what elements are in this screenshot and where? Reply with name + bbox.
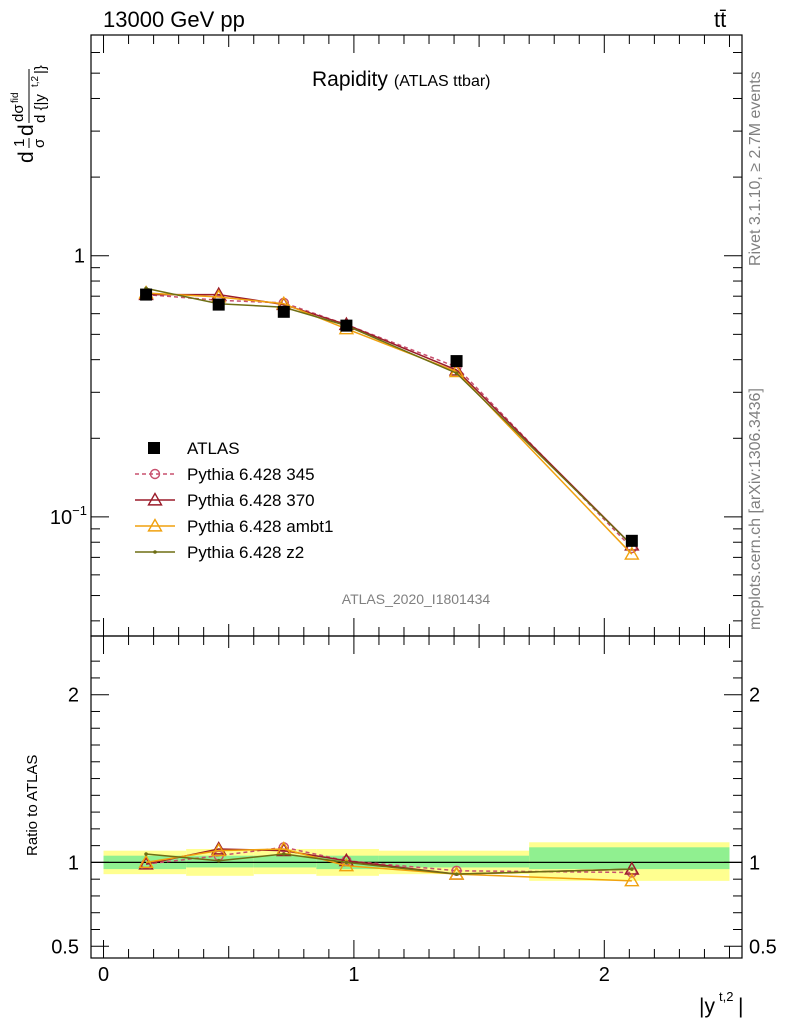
legend-label: Pythia 6.428 370 <box>187 491 315 510</box>
ratio-ytick-label-left: 2 <box>68 685 79 707</box>
xtick-label: 2 <box>599 964 610 986</box>
rivet-label: Rivet 3.1.10, ≥ 2.7M events <box>747 71 764 266</box>
ratio-series-point <box>210 842 227 857</box>
data-point <box>140 288 153 301</box>
svg-text:σ: σ <box>31 138 48 148</box>
mcplots-label: mcplots.cern.ch [arXiv:1306.3436] <box>747 388 764 630</box>
svg-text:|}: |} <box>32 65 49 74</box>
main-ytick-label: 1 <box>74 246 85 268</box>
legend-label: Pythia 6.428 z2 <box>187 543 304 562</box>
chart-title-main: Rapidity <box>312 68 388 91</box>
data-point <box>340 319 353 332</box>
ratio-series-point <box>624 872 640 887</box>
legend-marker <box>147 492 163 506</box>
plot-marks: 10−1 1 0 1 2 0.5 0.5 1 1 2 2 <box>50 34 777 986</box>
legend-marker <box>147 518 163 532</box>
svg-text:t,2: t,2 <box>30 75 41 87</box>
main-series-line <box>146 292 633 555</box>
data-point <box>450 355 463 368</box>
ratio-ytick-label-right: 1 <box>749 852 760 874</box>
main-series-point <box>448 363 465 378</box>
legend-label: ATLAS <box>187 439 240 458</box>
ratio-series-point <box>210 841 227 855</box>
ratio-series-point <box>216 858 221 863</box>
chart-title: Rapidity (ATLAS ttbar) <box>312 68 491 91</box>
ratio-series-point <box>281 852 286 856</box>
main-series-line <box>146 293 633 549</box>
ratio-ytick-label-left: 1 <box>68 852 79 874</box>
svg-text:d {|y: d {|y <box>32 94 49 123</box>
legend-marker <box>149 468 161 480</box>
legend-marker <box>148 442 160 454</box>
legend: ATLAS Pythia 6.428 345 Pythia 6.428 370 Pyt… <box>135 439 333 562</box>
main-series-line <box>146 293 633 546</box>
legend-label: Pythia 6.428 ambt1 <box>187 517 333 536</box>
process-label: tt̄ <box>714 7 726 32</box>
ratio-series-point <box>144 852 148 856</box>
ratio-frame <box>90 635 743 959</box>
analysis-watermark: ATLAS_2020_I1801434 <box>342 591 491 607</box>
ratio-series-line <box>145 846 632 874</box>
chart-subtitle: (ATLAS ttbar) <box>394 73 491 90</box>
xtick-label: 0 <box>98 964 109 986</box>
ratio-band-inner <box>253 855 317 868</box>
ratio-series-point <box>338 857 355 872</box>
ratio-series-point <box>344 860 349 865</box>
svg-text:d: d <box>15 151 38 163</box>
main-series-point <box>454 371 459 376</box>
main-ylabel: d 1 σ d dσ fid d {|y t,2 |} <box>10 65 49 163</box>
ratio-band-inner <box>529 847 730 870</box>
ratio-series-line <box>145 848 632 882</box>
xtick-label: 1 <box>348 964 359 986</box>
svg-text:dσ: dσ <box>10 104 27 122</box>
ratio-ylabel: Ratio to ATLAS <box>24 755 41 856</box>
svg-text:d: d <box>15 124 38 136</box>
svg-text:1: 1 <box>11 139 28 147</box>
ratio-series-point <box>630 867 634 871</box>
ratio-band-inner <box>378 855 530 868</box>
data-point <box>277 305 290 318</box>
main-ytick-label: 10−1 <box>50 503 87 529</box>
energy-label: 13000 GeV pp <box>103 7 245 32</box>
data-point <box>212 298 225 311</box>
ratio-series-point <box>138 856 154 870</box>
main-series-point <box>624 546 640 560</box>
xlabel: |y t,2 | <box>699 989 743 1018</box>
ratio-series-point <box>138 854 154 868</box>
data-point <box>625 534 638 547</box>
svg-text:|: | <box>738 995 743 1018</box>
ratio-ytick-label-right: 2 <box>749 685 760 707</box>
ratio-series-line <box>146 853 632 875</box>
ratio-ytick-label-left: 0.5 <box>51 936 79 958</box>
svg-text:t,2: t,2 <box>719 989 733 1004</box>
svg-text:fid: fid <box>10 92 21 103</box>
legend-label: Pythia 6.428 345 <box>187 465 315 484</box>
ratio-ytick-label-right: 0.5 <box>749 936 777 958</box>
legend-marker <box>153 550 157 554</box>
main-series-line <box>145 287 633 546</box>
ratio-series-point <box>454 872 459 876</box>
svg-text:|y: |y <box>699 995 715 1018</box>
